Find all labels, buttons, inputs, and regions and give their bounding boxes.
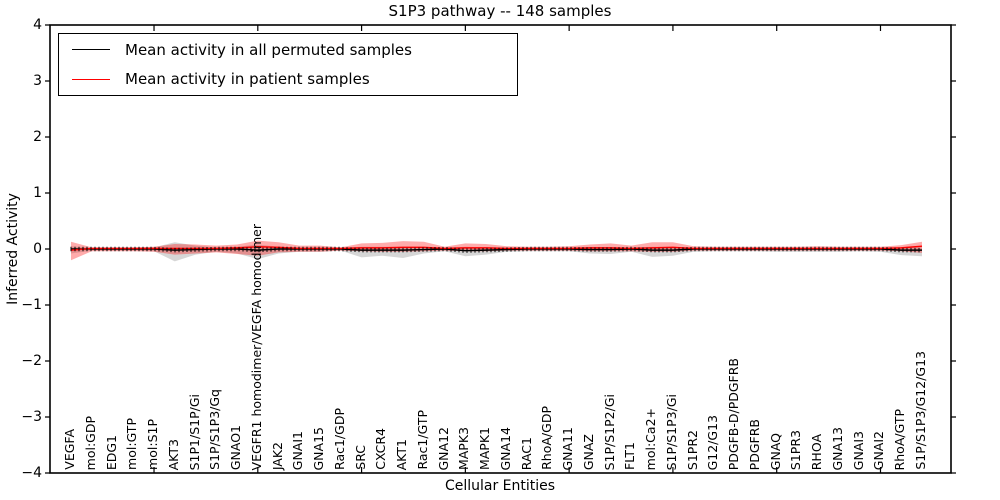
legend-line-sample-black (72, 49, 110, 51)
x-category-label: GNAI3 (850, 430, 866, 470)
x-category-label: S1P/S1P2/Gi (601, 393, 617, 470)
x-category-label: S1P/S1P3/Gq (207, 389, 223, 470)
x-category-label: mol:Ca2+ (643, 407, 659, 470)
x-category-label: RhoA/GDP (539, 406, 555, 470)
x-category-label: GNA14 (497, 426, 513, 471)
x-category-label: MAPK3 (456, 426, 472, 470)
y-ticks (45, 24, 956, 474)
x-category-label: FLT1 (622, 441, 638, 470)
x-category-label: GNAO1 (228, 424, 244, 470)
x-category-label: VEGFR1 homodimer/VEGFA homodimer (248, 223, 264, 470)
legend-label: Mean activity in all permuted samples (125, 40, 412, 59)
x-category-label: GNAI1 (290, 430, 306, 470)
x-category-label: S1P1/S1P/Gi (186, 393, 202, 470)
y-tick-label: −1 (21, 297, 42, 313)
x-category-label: Rac1/GTP (414, 410, 430, 470)
x-major-ticks (153, 25, 882, 473)
x-category-label: AKT3 (165, 438, 181, 470)
x-category-label: GNAI2 (871, 430, 887, 470)
y-tick-label: 0 (33, 241, 42, 257)
x-category-label: GNA15 (311, 426, 327, 471)
x-category-label: GNA13 (829, 426, 845, 471)
x-category-label: mol:GDP (82, 415, 98, 470)
x-category-label: mol:S1P (145, 419, 161, 470)
legend-label: Mean activity in patient samples (125, 70, 370, 89)
x-category-label: GNA12 (435, 426, 451, 471)
legend-entry-patient: Mean activity in patient samples (59, 66, 517, 93)
x-category-label: GNA11 (560, 426, 576, 471)
x-axis-label: Cellular Entities (444, 478, 556, 494)
x-category-label: EDG1 (103, 434, 119, 470)
legend-line-sample-red (72, 78, 110, 80)
y-tick-label: 4 (33, 17, 42, 33)
x-category-label: VEGFA (62, 429, 77, 470)
y-tick-label: 2 (33, 129, 42, 145)
x-category-label: Rac1/GDP (331, 408, 347, 470)
patient-mean-line (70, 245, 923, 251)
x-category-label: PDGFB-D/PDGFRB (726, 357, 742, 470)
x-category-label: JAK2 (269, 441, 285, 470)
x-category-label: G12/G13 (705, 414, 721, 470)
legend-entry-permuted: Mean activity in all permuted samples (59, 36, 517, 63)
legend: Mean activity in all permuted samples Me… (58, 33, 518, 96)
x-category-label: CXCR4 (373, 428, 389, 470)
y-tick-label: −3 (21, 409, 42, 425)
x-category-label: mol:GTP (124, 418, 140, 470)
y-tick-label: 3 (33, 73, 42, 89)
permuted-line-markers (70, 246, 920, 253)
x-category-label: AKT1 (394, 438, 410, 470)
x-category-label: RAC1 (518, 436, 534, 470)
x-category-label: S1P/S1P3/G12/G13 (913, 351, 928, 470)
y-tick-label: 1 (33, 185, 42, 201)
x-category-label: S1PR3 (788, 429, 804, 470)
y-tick-label: −4 (21, 465, 42, 481)
x-category-label: GNAZ (580, 433, 596, 470)
x-category-label: SRC (352, 445, 368, 470)
x-category-label: GNAQ (767, 432, 783, 470)
chart-title: S1P3 pathway -- 148 samples (388, 2, 612, 20)
x-category-label: RHOA (809, 433, 825, 470)
x-category-label: PDGFRB (746, 418, 762, 470)
x-category-label: S1PR2 (684, 429, 700, 470)
x-category-label: S1P/S1P3/Gi (663, 393, 679, 470)
y-tick-label: −2 (21, 353, 42, 369)
x-category-label: MAPK1 (477, 426, 493, 470)
x-category-label: RhoA/GTP (892, 408, 908, 470)
